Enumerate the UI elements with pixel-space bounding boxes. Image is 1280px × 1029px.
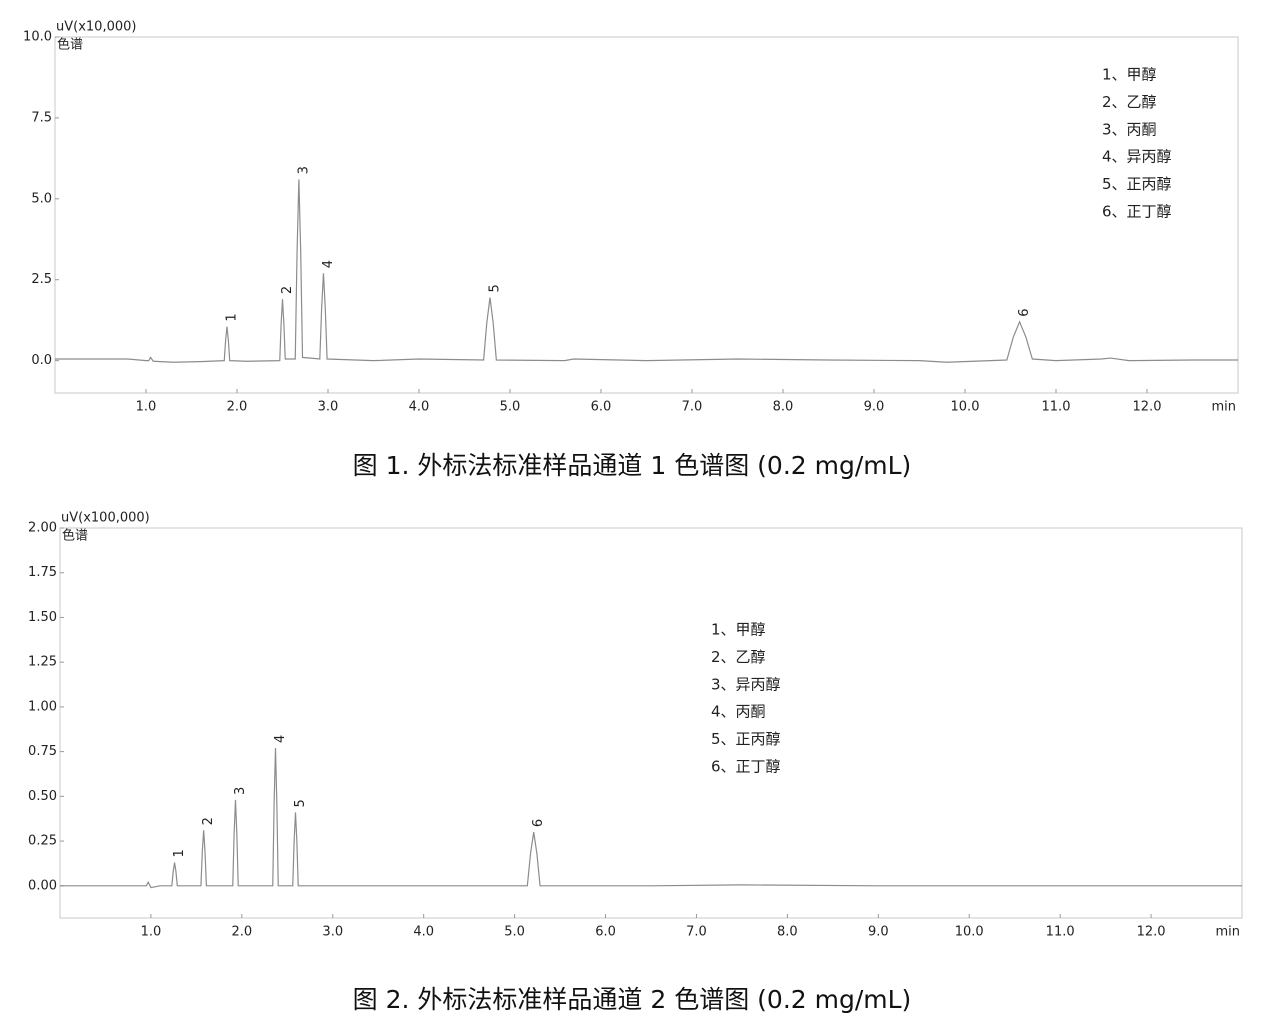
peak-label: 5: [293, 799, 308, 807]
peak-label: 2: [201, 817, 216, 825]
x-tick-label: 9.0: [864, 400, 885, 415]
x-label: min: [1215, 925, 1240, 940]
x-tick-label: 1.0: [136, 400, 157, 415]
x-tick-label: 6.0: [595, 925, 616, 940]
figure-caption: 图 1. 外标法标准样品通道 1 色谱图 (0.2 mg/mL): [353, 451, 912, 480]
y-tick-label: 2.00: [28, 521, 57, 536]
peak-label: 5: [487, 284, 502, 292]
y-tick-label: 5.0: [31, 191, 52, 206]
peak-label: 1: [172, 849, 187, 857]
plot-frame: [54, 36, 1239, 394]
x-tick-label: 12.0: [1137, 925, 1166, 940]
x-tick-label: 12.0: [1133, 400, 1162, 415]
x-tick-label: 7.0: [682, 400, 703, 415]
y-unit-label: uV(x100,000): [61, 511, 150, 526]
y-tick-label: 2.5: [31, 272, 52, 287]
compound-legend-item: 3、丙酮: [1102, 120, 1157, 138]
y-tick-label: 0.25: [28, 834, 57, 849]
compound-legend-item: 4、异丙醇: [1102, 148, 1172, 166]
y-tick-label: 1.00: [28, 699, 57, 714]
x-tick-label: 10.0: [955, 925, 984, 940]
peak-label: 3: [233, 787, 248, 795]
compound-legend-item: 1、甲醇: [711, 621, 766, 639]
peak-label: 4: [321, 260, 336, 268]
x-tick-label: 11.0: [1046, 925, 1075, 940]
y-tick-label: 0.50: [28, 789, 57, 804]
peak-label: 2: [280, 286, 295, 294]
compound-legend-item: 6、正丁醇: [711, 758, 781, 776]
x-tick-label: 3.0: [318, 400, 339, 415]
compound-legend-item: 2、乙醇: [1102, 93, 1157, 111]
x-tick-label: 8.0: [777, 925, 798, 940]
y-tick-label: 1.50: [28, 610, 57, 625]
compound-legend-item: 5、正丙醇: [711, 730, 781, 748]
y-tick-label: 1.75: [28, 565, 57, 580]
plot-frame: [59, 527, 1243, 919]
x-tick-label: 10.0: [951, 400, 980, 415]
y-tick-label: 0.75: [28, 744, 57, 759]
compound-legend-item: 1、甲醇: [1102, 66, 1157, 84]
y-tick-label: 10.0: [23, 30, 52, 45]
x-tick-label: 3.0: [322, 925, 343, 940]
peak-label: 6: [1017, 309, 1032, 317]
peak-label: 4: [273, 735, 288, 743]
chromatogram-line: [55, 179, 1238, 363]
y-tick-label: 0.00: [28, 878, 57, 893]
x-tick-label: 11.0: [1042, 400, 1071, 415]
y-tick-label: 7.5: [31, 110, 52, 125]
chromatogram-line: [60, 748, 1242, 889]
y-tick-label: 0.0: [31, 353, 52, 368]
peak-label: 3: [296, 166, 311, 174]
y-label: 色谱: [57, 37, 83, 53]
figure-caption: 图 2. 外标法标准样品通道 2 色谱图 (0.2 mg/mL): [353, 985, 912, 1014]
compound-legend-item: 5、正丙醇: [1102, 175, 1172, 193]
peak-label: 1: [224, 313, 239, 321]
x-tick-label: 1.0: [141, 925, 162, 940]
x-tick-label: 5.0: [500, 400, 521, 415]
compound-legend-item: 2、乙醇: [711, 648, 766, 666]
y-unit-label: uV(x10,000): [56, 20, 136, 35]
compound-legend-item: 3、异丙醇: [711, 675, 781, 693]
x-tick-label: 2.0: [227, 400, 248, 415]
x-tick-label: 5.0: [504, 925, 525, 940]
y-label: 色谱: [62, 528, 88, 544]
x-label: min: [1211, 400, 1236, 415]
x-tick-label: 8.0: [773, 400, 794, 415]
compound-legend-item: 6、正丁醇: [1102, 203, 1172, 221]
compound-legend-item: 4、丙酮: [711, 703, 766, 721]
y-tick-label: 1.25: [28, 655, 57, 670]
x-tick-label: 4.0: [409, 400, 430, 415]
x-tick-label: 9.0: [868, 925, 889, 940]
x-tick-label: 6.0: [591, 400, 612, 415]
x-tick-label: 7.0: [686, 925, 707, 940]
peak-label: 6: [531, 819, 546, 827]
x-tick-label: 2.0: [232, 925, 253, 940]
x-tick-label: 4.0: [413, 925, 434, 940]
